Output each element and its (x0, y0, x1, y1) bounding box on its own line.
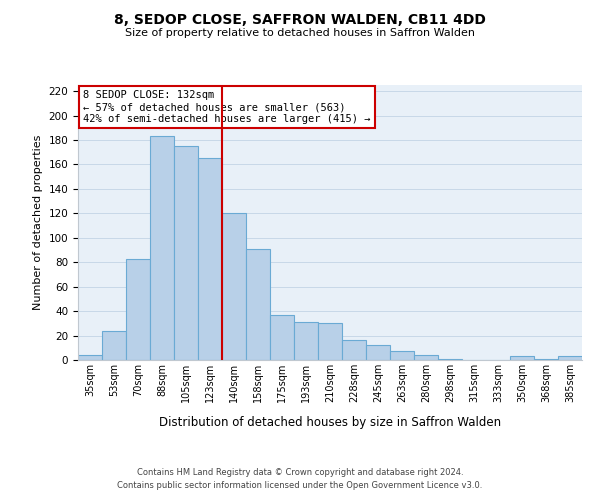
Bar (414, 355, 438, 360)
Bar (318, 324, 342, 360)
Text: Size of property relative to detached houses in Saffron Walden: Size of property relative to detached ho… (125, 28, 475, 38)
Bar (222, 214, 246, 360)
Bar (534, 359, 558, 360)
Bar (294, 322, 318, 360)
Bar (366, 346, 390, 360)
Bar (270, 315, 294, 360)
Text: 8, SEDOP CLOSE, SAFFRON WALDEN, CB11 4DD: 8, SEDOP CLOSE, SAFFRON WALDEN, CB11 4DD (114, 12, 486, 26)
Bar (558, 356, 582, 360)
Bar (342, 340, 366, 360)
Bar (246, 249, 270, 360)
Text: 8 SEDOP CLOSE: 132sqm
← 57% of detached houses are smaller (563)
42% of semi-det: 8 SEDOP CLOSE: 132sqm ← 57% of detached … (83, 90, 371, 124)
Bar (126, 258, 150, 360)
Text: Contains public sector information licensed under the Open Government Licence v3: Contains public sector information licen… (118, 480, 482, 490)
Text: Distribution of detached houses by size in Saffron Walden: Distribution of detached houses by size … (159, 416, 501, 429)
Bar (510, 356, 534, 360)
Text: Contains HM Land Registry data © Crown copyright and database right 2024.: Contains HM Land Registry data © Crown c… (137, 468, 463, 477)
Bar (390, 352, 414, 360)
Y-axis label: Number of detached properties: Number of detached properties (33, 135, 43, 310)
Bar (198, 158, 222, 360)
Bar (150, 136, 174, 360)
Bar (438, 359, 462, 360)
Bar (102, 330, 126, 360)
Bar (78, 355, 102, 360)
Bar (174, 146, 198, 360)
